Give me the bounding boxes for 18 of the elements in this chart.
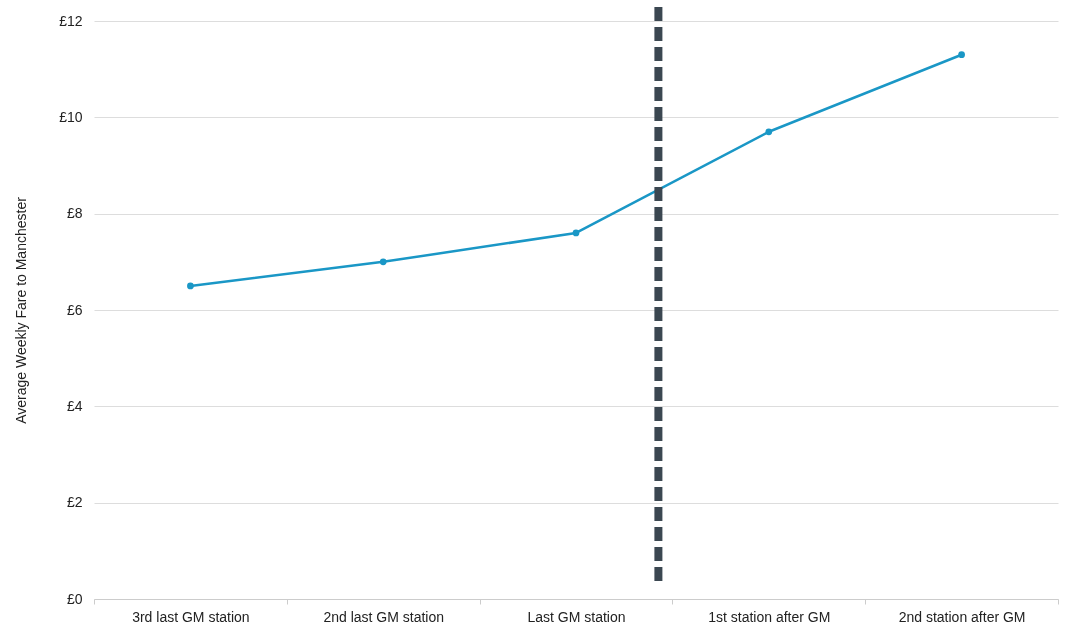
y-tick-label: £2	[66, 494, 83, 511]
y-tick-label: £6	[66, 301, 83, 318]
y-tick-label: £0	[66, 590, 83, 607]
point	[958, 51, 965, 59]
x-tick-label: 2nd last GM station	[323, 608, 445, 625]
y-tick-label: £12	[59, 12, 83, 29]
y-axis-title: Average Weekly Fare to Manchester	[13, 196, 30, 424]
point	[379, 258, 387, 266]
x-tick-label: Last GM station	[527, 608, 626, 625]
point	[765, 128, 773, 136]
x-tick-label: 1st station after GM	[708, 608, 831, 625]
point	[187, 282, 194, 290]
x-tick-label: 2nd station after GM	[898, 608, 1026, 625]
y-tick-label: £8	[66, 205, 83, 222]
y-tick-label: £4	[66, 397, 83, 414]
point	[572, 229, 580, 237]
x-tick-label: 3rd last GM station	[132, 608, 250, 625]
y-tick-label: £10	[59, 108, 83, 125]
